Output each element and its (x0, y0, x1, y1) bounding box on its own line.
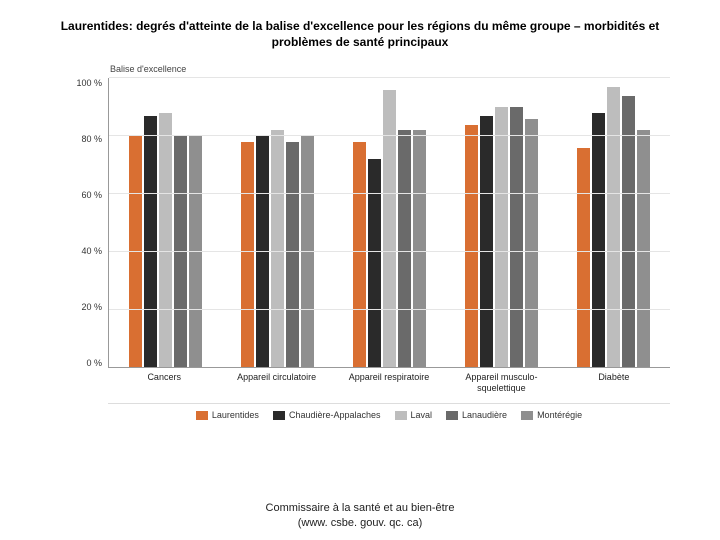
legend-swatch (273, 411, 285, 420)
legend-item: Montérégie (521, 410, 582, 420)
title-line-2: problèmes de santé principaux (272, 35, 449, 49)
bar (607, 87, 620, 367)
x-axis-label: Cancers (108, 368, 220, 393)
bar (159, 113, 172, 367)
legend-item: Laval (395, 410, 433, 420)
legend-swatch (196, 411, 208, 420)
x-axis-label: Diabète (558, 368, 670, 393)
grid-line (109, 309, 670, 310)
bar (271, 130, 284, 367)
legend: Laurentides Chaudière-Appalaches Laval Lana… (108, 403, 670, 420)
footer-line-1: Commissaire à la santé et au bien-être (266, 502, 455, 514)
bar (495, 107, 508, 367)
bar (622, 96, 635, 368)
bar (241, 142, 254, 367)
x-axis-label: Appareil musculo-squelettique (445, 368, 557, 393)
footer-line-2: (www. csbe. gouv. qc. ca) (298, 517, 423, 529)
bar (383, 90, 396, 367)
legend-label: Chaudière-Appalaches (289, 410, 381, 420)
bar (577, 148, 590, 368)
bar (510, 107, 523, 367)
bar (413, 130, 426, 367)
bar (301, 136, 314, 367)
bar (480, 116, 493, 367)
legend-item: Lanaudière (446, 410, 507, 420)
bar (189, 136, 202, 367)
bar (286, 142, 299, 367)
ytick-label: 20 % (81, 302, 102, 312)
ytick-label: 60 % (81, 190, 102, 200)
bar (525, 119, 538, 368)
plot-row: 100 % 80 % 60 % 40 % 20 % 0 % (50, 78, 670, 368)
y-axis-title: Balise d'excellence (110, 64, 186, 74)
legend-label: Lanaudière (462, 410, 507, 420)
ytick-label: 100 % (76, 78, 102, 88)
footer: Commissaire à la santé et au bien-être (… (50, 501, 670, 530)
legend-item: Laurentides (196, 410, 259, 420)
legend-label: Montérégie (537, 410, 582, 420)
bar (353, 142, 366, 367)
bar (144, 116, 157, 367)
grid-line (109, 251, 670, 252)
bar-group (558, 78, 670, 367)
grid-line (109, 193, 670, 194)
bar (637, 130, 650, 367)
grid-line (109, 135, 670, 136)
bar-groups (109, 78, 670, 367)
ytick-label: 80 % (81, 134, 102, 144)
ytick-label: 0 % (86, 358, 102, 368)
chart: Balise d'excellence 100 % 80 % 60 % 40 %… (50, 64, 670, 475)
bar (174, 136, 187, 367)
bar (129, 136, 142, 367)
page-title: Laurentides: degrés d'atteinte de la bal… (50, 18, 670, 50)
x-axis-label: Appareil circulatoire (220, 368, 332, 393)
legend-swatch (446, 411, 458, 420)
grid-line (109, 77, 670, 78)
legend-item: Chaudière-Appalaches (273, 410, 381, 420)
title-line-1: Laurentides: degrés d'atteinte de la bal… (61, 19, 660, 33)
bar-group (333, 78, 445, 367)
x-axis-label: Appareil respiratoire (333, 368, 445, 393)
plot-area (108, 78, 670, 368)
bar (465, 125, 478, 368)
bar (592, 113, 605, 367)
page-root: Laurentides: degrés d'atteinte de la bal… (0, 0, 720, 540)
legend-swatch (521, 411, 533, 420)
legend-label: Laval (411, 410, 433, 420)
bar-group (446, 78, 558, 367)
bar-group (109, 78, 221, 367)
ytick-label: 40 % (81, 246, 102, 256)
bar (256, 136, 269, 367)
legend-label: Laurentides (212, 410, 259, 420)
legend-swatch (395, 411, 407, 420)
bar-group (221, 78, 333, 367)
x-axis-labels: CancersAppareil circulatoireAppareil res… (108, 368, 670, 393)
bar (368, 159, 381, 367)
bar (398, 130, 411, 367)
y-axis-labels: 100 % 80 % 60 % 40 % 20 % 0 % (50, 78, 108, 368)
